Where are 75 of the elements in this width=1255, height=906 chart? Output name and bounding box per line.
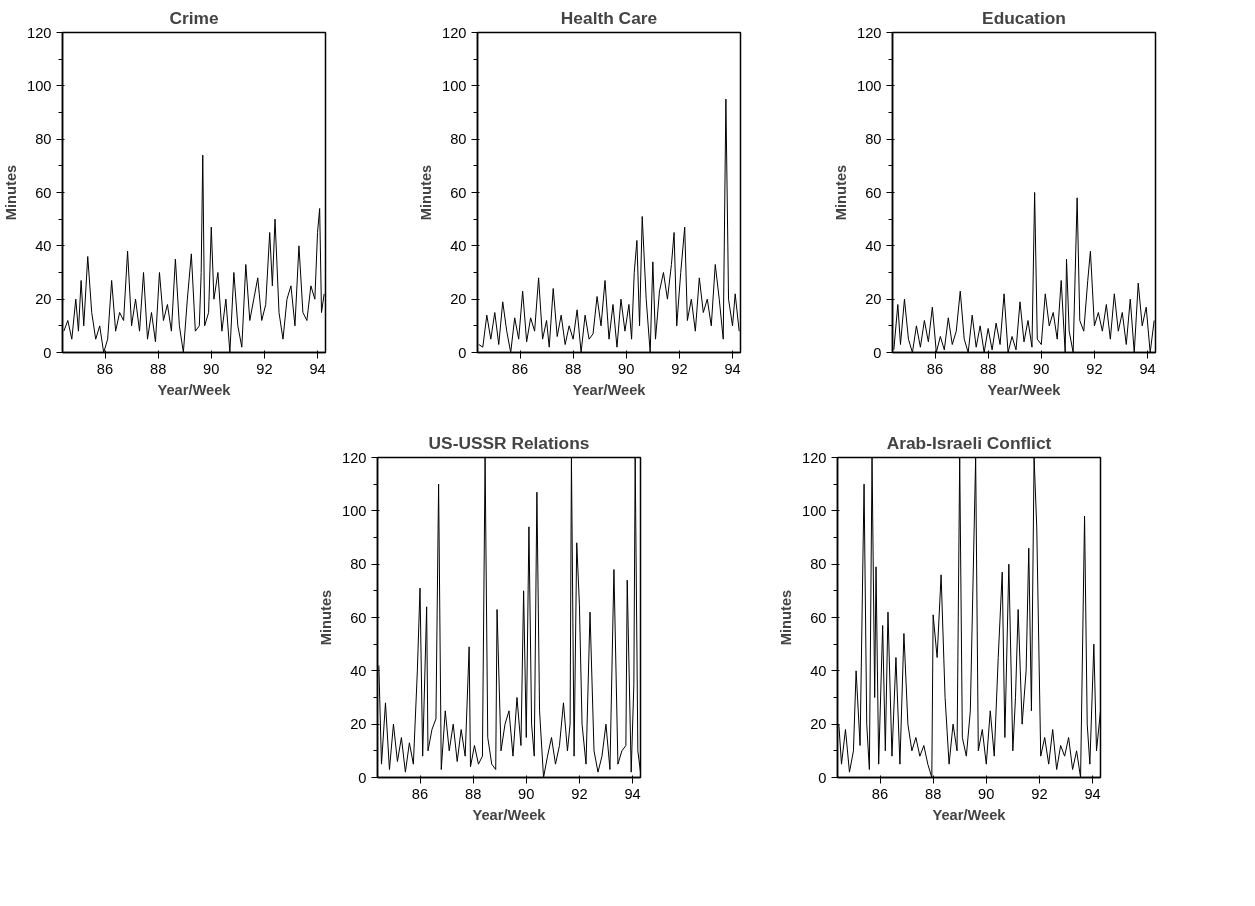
y-tick-label: 80	[810, 556, 827, 573]
x-tick-label: 94	[309, 360, 326, 377]
y-tick-label: 40	[350, 662, 367, 679]
y-tick-label: 120	[442, 24, 467, 41]
x-tick-label: 88	[464, 785, 482, 802]
y-tick-label: 20	[350, 716, 367, 733]
y-tick-label: 100	[442, 77, 467, 94]
y-tick-label: 60	[865, 184, 882, 201]
x-tick-label: 90	[1033, 360, 1050, 377]
x-axis-title: Year/Week	[987, 381, 1062, 398]
y-tick-label: 100	[27, 77, 52, 94]
x-tick-label: 92	[571, 785, 588, 802]
chart-title: Health Care	[560, 7, 658, 28]
y-tick-label: 40	[865, 237, 882, 254]
y-tick-label: 20	[450, 291, 467, 308]
chart-title: Crime	[169, 7, 219, 28]
y-tick-label: 40	[810, 662, 827, 679]
x-tick-label: 86	[926, 360, 944, 377]
x-tick-label: 86	[96, 360, 114, 377]
y-tick-label: 120	[342, 449, 367, 466]
y-tick-label: 0	[818, 769, 827, 786]
x-tick-label: 86	[871, 785, 889, 802]
x-tick-label: 88	[149, 360, 167, 377]
x-tick-label: 94	[624, 785, 641, 802]
y-tick-label: 120	[802, 449, 827, 466]
x-tick-label: 88	[979, 360, 997, 377]
x-axis-title: Year/Week	[572, 381, 647, 398]
y-tick-label: 40	[450, 237, 467, 254]
y-axis-title: Minutes	[418, 164, 435, 221]
y-tick-label: 100	[857, 77, 882, 94]
chart-title: US-USSR Relations	[428, 432, 590, 453]
y-tick-label: 60	[35, 184, 52, 201]
x-tick-label: 90	[978, 785, 995, 802]
y-tick-label: 100	[342, 502, 367, 519]
x-tick-label: 92	[671, 360, 688, 377]
y-tick-label: 0	[873, 344, 882, 361]
y-tick-label: 80	[35, 131, 52, 148]
x-tick-label: 90	[618, 360, 635, 377]
x-tick-label: 88	[924, 785, 942, 802]
y-tick-label: 20	[35, 291, 52, 308]
chart-title: Education	[982, 7, 1066, 28]
x-tick-label: 92	[1086, 360, 1103, 377]
y-tick-label: 60	[810, 609, 827, 626]
x-tick-label: 92	[256, 360, 273, 377]
x-tick-label: 90	[518, 785, 535, 802]
x-axis-title: Year/Week	[472, 806, 547, 823]
x-tick-label: 94	[1139, 360, 1156, 377]
x-tick-label: 88	[564, 360, 582, 377]
x-tick-label: 90	[203, 360, 220, 377]
y-axis-title: Minutes	[833, 164, 850, 221]
y-tick-label: 80	[350, 556, 367, 573]
x-tick-label: 86	[511, 360, 529, 377]
x-tick-label: 94	[1084, 785, 1101, 802]
x-tick-label: 94	[724, 360, 741, 377]
y-tick-label: 20	[810, 716, 827, 733]
y-tick-label: 120	[857, 24, 882, 41]
y-tick-label: 60	[350, 609, 367, 626]
y-tick-label: 20	[865, 291, 882, 308]
x-axis-title: Year/Week	[932, 806, 1007, 823]
y-tick-label: 0	[43, 344, 52, 361]
y-tick-label: 0	[458, 344, 467, 361]
y-tick-label: 120	[27, 24, 52, 41]
y-axis-title: Minutes	[3, 164, 20, 221]
y-tick-label: 80	[865, 131, 882, 148]
y-tick-label: 60	[450, 184, 467, 201]
x-tick-label: 92	[1031, 785, 1048, 802]
y-tick-label: 40	[35, 237, 52, 254]
y-tick-label: 80	[450, 131, 467, 148]
y-axis-title: Minutes	[778, 589, 795, 646]
y-tick-label: 100	[802, 502, 827, 519]
y-tick-label: 0	[358, 769, 367, 786]
y-axis-title: Minutes	[318, 589, 335, 646]
x-tick-label: 86	[411, 785, 429, 802]
chart-title: Arab-Israeli Conflict	[886, 432, 1052, 453]
x-axis-title: Year/Week	[157, 381, 232, 398]
